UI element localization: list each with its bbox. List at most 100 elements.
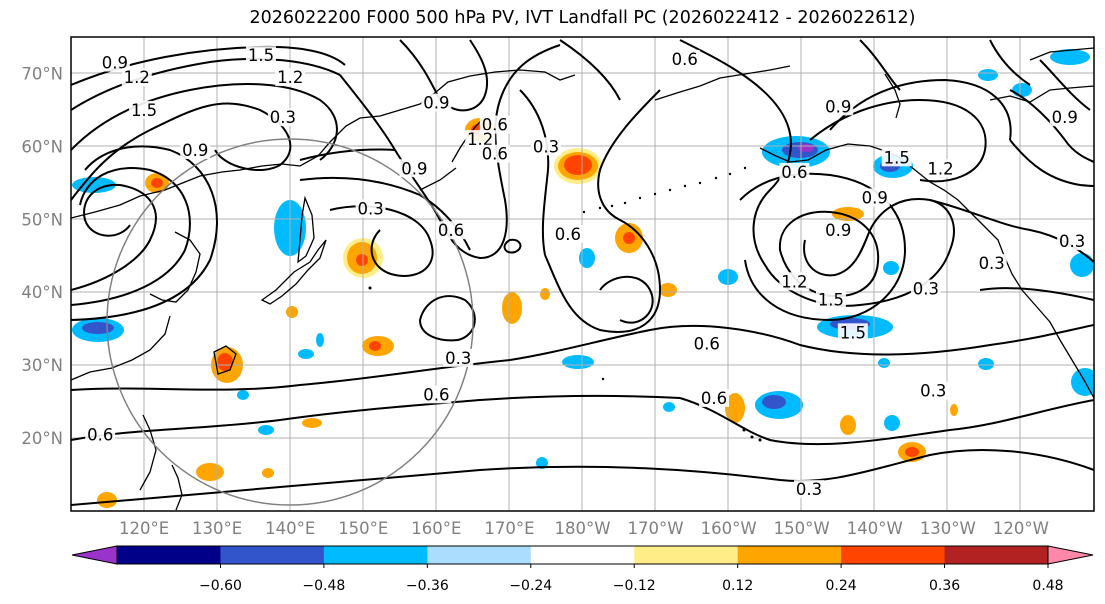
contour-label-bg	[691, 334, 722, 353]
contour-label-bg	[794, 480, 825, 499]
colorbar-tick-labels: −0.60 −0.48 −0.36 −0.24 −0.12 0.12 0.24 0.36 0.4…	[199, 564, 1064, 594]
lon-label: 120°E	[119, 519, 169, 538]
contour-label: 0.3	[913, 280, 939, 299]
colorbar-tick-label: 0.24	[826, 578, 857, 594]
colorbar-swatch	[220, 546, 325, 564]
contour-label-bg	[85, 425, 116, 444]
contour-label-bg	[530, 137, 561, 156]
contour-label: 0.3	[270, 108, 296, 127]
lat-label: 50°N	[21, 210, 63, 229]
contour-label-bg	[435, 221, 466, 240]
lat-label: 70°N	[21, 64, 63, 83]
longitude-labels: 120°E 130°E 140°E 150°E 160°E 170°E 180°W 170°W…	[119, 519, 1049, 538]
contour-label-bg	[443, 348, 474, 367]
contour-label-bg	[552, 224, 583, 243]
contour-label-bg	[823, 221, 854, 240]
pv-contours	[71, 39, 1094, 506]
colorbar-tick-label: −0.60	[199, 578, 242, 594]
contour-label-bg	[479, 144, 510, 163]
contour-label-bg	[465, 130, 496, 149]
lon-label: 140°W	[847, 519, 903, 538]
contour-label-bg	[669, 49, 700, 68]
contour-label: 0.6	[781, 163, 807, 182]
contour-label-bg	[479, 115, 510, 134]
colorbar-extend-max	[1047, 545, 1094, 565]
lat-label: 30°N	[21, 356, 63, 375]
contour-label: 1.2	[467, 130, 493, 149]
contour-label: 1.2	[781, 272, 807, 291]
contour-label-bg	[355, 199, 386, 218]
contour-label: 0.3	[1059, 232, 1085, 251]
lat-label: 20°N	[21, 429, 63, 448]
colorbar-swatch	[737, 546, 842, 564]
contour-label: 0.3	[796, 480, 822, 499]
contour-labels: 0.91.21.51.51.20.30.90.90.61.20.60.90.30…	[85, 46, 1088, 499]
lon-label: 150°W	[774, 519, 830, 538]
colorbar-tick-label: −0.24	[509, 578, 552, 594]
contour-label: 0.9	[182, 141, 208, 160]
contour-label: 0.6	[701, 389, 727, 408]
contour-label-bg	[815, 290, 846, 309]
contour-label: 0.6	[423, 385, 449, 404]
contour-label: 1.5	[840, 323, 866, 342]
lon-label: 140°E	[265, 519, 315, 538]
contour-label-bg	[245, 46, 276, 65]
lat-label: 40°N	[21, 283, 63, 302]
contour-label: 1.5	[131, 101, 157, 120]
contour-label-bg	[129, 100, 160, 119]
contour-label-bg	[99, 53, 130, 72]
lon-label: 130°E	[192, 519, 242, 538]
contour-label: 1.5	[884, 148, 910, 167]
contour-label-bg	[779, 272, 810, 291]
colorbar-tick-label: −0.36	[406, 578, 449, 594]
contour-label: 0.9	[825, 221, 851, 240]
contour-label-bg	[421, 385, 452, 404]
colorbar-tick-label: 0.48	[1032, 578, 1063, 594]
colorbar-tick-label: 0.12	[722, 578, 753, 594]
colorbar-swatch	[117, 546, 221, 564]
lon-label: 120°W	[993, 519, 1049, 538]
contour-label: 0.6	[694, 334, 720, 353]
lon-label: 130°W	[920, 519, 976, 538]
contour-label-bg	[121, 68, 152, 87]
contour-label-bg	[1057, 232, 1088, 251]
contour-label-bg	[267, 108, 298, 127]
colorbar-outline	[116, 545, 1049, 565]
contour-label: 0.6	[482, 145, 508, 164]
contour-label: 0.3	[357, 199, 383, 218]
colorbar-swatch	[841, 546, 946, 564]
contour-label: 0.3	[533, 137, 559, 156]
lon-label: 170°W	[628, 519, 684, 538]
contour-label-bg	[918, 381, 949, 400]
contour-label-bg	[399, 159, 430, 178]
colorbar-swatch	[530, 546, 635, 564]
contour-label: 0.3	[445, 349, 471, 368]
contour-label: 0.9	[423, 94, 449, 113]
contour-label: 0.6	[555, 225, 581, 244]
lon-label: 170°E	[484, 519, 534, 538]
contour-label-bg	[1049, 108, 1080, 127]
colorbar-tick-label: 0.36	[929, 578, 960, 594]
contour-label-bg	[779, 162, 810, 181]
lat-label: 60°N	[21, 137, 63, 156]
contour-label-bg	[823, 97, 854, 116]
colorbar-tick-label: −0.48	[302, 578, 345, 594]
contour-label: 0.3	[920, 382, 946, 401]
latitude-labels: 70°N 60°N 50°N 40°N 30°N 20°N	[21, 64, 63, 448]
contour-label: 1.2	[277, 68, 303, 87]
aleutian-islands	[368, 166, 762, 442]
contour-label: 0.9	[862, 188, 888, 207]
colorbar-swatch	[427, 546, 532, 564]
contour-label: 0.9	[1052, 108, 1078, 127]
contour-label: 1.5	[818, 291, 844, 310]
contour-label: 0.9	[102, 54, 128, 73]
contour-label-bg	[837, 323, 868, 342]
contour-label: 0.3	[979, 254, 1005, 273]
contour-label: 1.2	[927, 159, 953, 178]
colorbar	[71, 545, 1094, 565]
contour-label-bg	[421, 93, 452, 112]
lon-label: 160°W	[701, 519, 757, 538]
contour-label: 0.6	[87, 425, 113, 444]
lon-label: 150°E	[338, 519, 388, 538]
plot-title: 2026022200 F000 500 hPa PV, IVT Landfall…	[249, 8, 916, 28]
